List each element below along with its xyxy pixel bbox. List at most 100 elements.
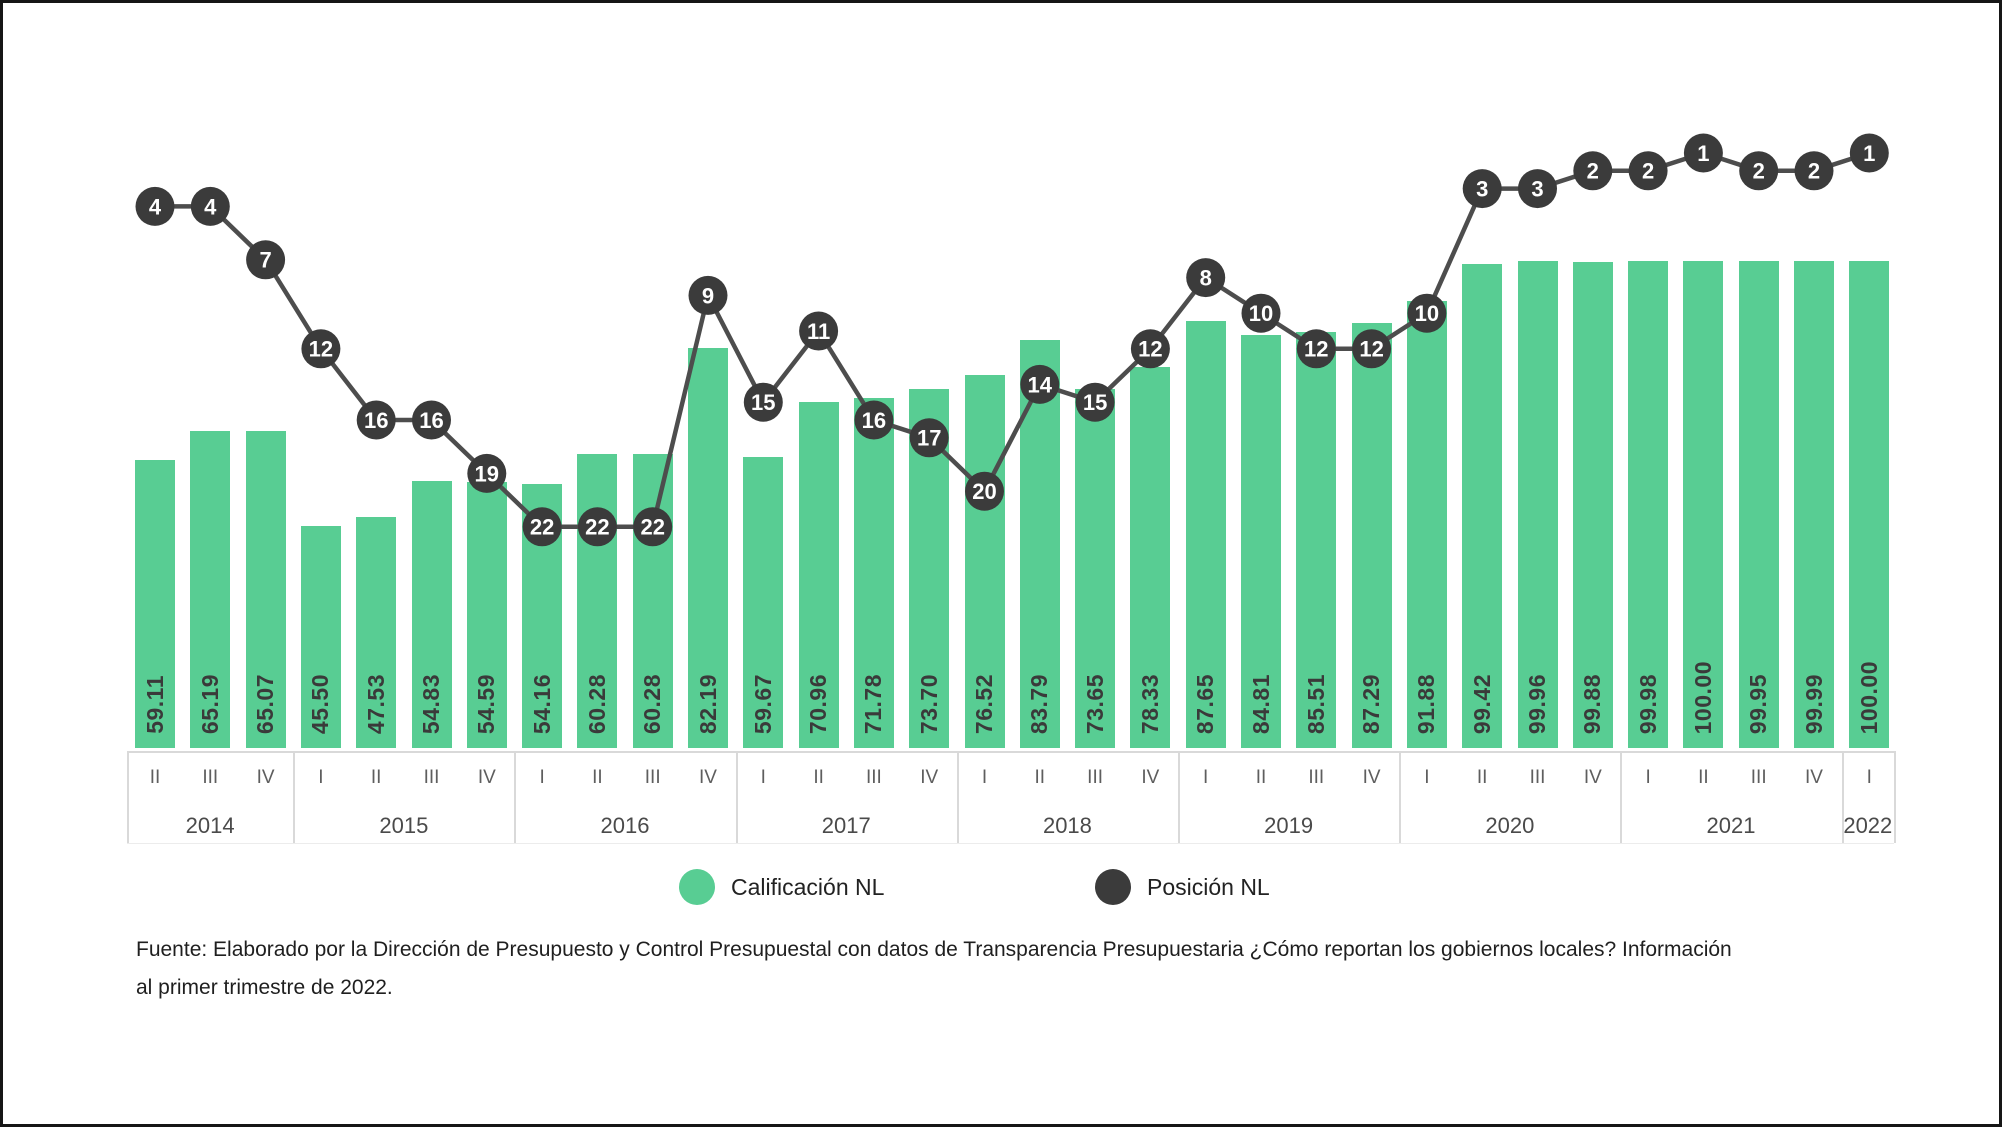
- quarter-tick-label: III: [865, 767, 882, 788]
- position-point-circle: [743, 382, 783, 422]
- position-point-value: 4: [204, 194, 217, 219]
- position-point: 8: [1186, 258, 1226, 298]
- axis-year-separator: [1894, 751, 1896, 843]
- bar-value-label: 83.79: [1026, 673, 1053, 734]
- axis-year-separator: [1620, 751, 1623, 843]
- year-label: 2014: [185, 813, 235, 838]
- position-point-circle: [799, 311, 839, 351]
- bar: 65.19: [190, 430, 231, 748]
- axis-bottom-line: [127, 843, 1894, 844]
- quarter-tick-label: III: [1087, 767, 1104, 788]
- bar: 45.50: [300, 526, 341, 748]
- bar-value-label: 60.28: [639, 673, 666, 734]
- year-label: 2021: [1706, 813, 1756, 838]
- bar-value-label: 100.00: [1855, 660, 1882, 734]
- quarter-tick-label: III: [423, 767, 440, 788]
- bar-value-label: 54.59: [473, 673, 500, 734]
- quarter-tick-label: III: [1308, 767, 1325, 788]
- bar: 59.67: [743, 457, 784, 748]
- position-point: 3: [1518, 169, 1557, 209]
- position-point: 12: [301, 329, 341, 369]
- position-point-value: 8: [1200, 266, 1212, 291]
- position-point: 16: [412, 400, 451, 440]
- year-label: 2016: [600, 813, 650, 838]
- legend-label-posicion: Posición NL: [1147, 873, 1270, 900]
- bar: 100.00: [1849, 261, 1890, 748]
- bar: 54.83: [411, 480, 452, 748]
- quarter-tick-label: I: [1645, 767, 1651, 788]
- bar-value-label: 59.67: [749, 673, 776, 734]
- bar: 82.19: [688, 347, 728, 748]
- position-point-value: 15: [751, 390, 775, 415]
- position-point-circle: [1518, 169, 1557, 209]
- position-point-value: 12: [309, 337, 333, 362]
- position-point: 1: [1683, 133, 1723, 173]
- bar-value-label: 99.99: [1800, 673, 1827, 734]
- position-point-circle: [688, 275, 728, 315]
- quarter-tick-label: II: [149, 767, 161, 788]
- quarter-tick-label: III: [1750, 767, 1767, 788]
- quarter-tick-label: IV: [256, 767, 275, 788]
- position-point-value: 4: [149, 194, 162, 219]
- bar-value-label: 78.33: [1136, 673, 1163, 734]
- source-note-line2: al primer trimestre de 2022.: [136, 976, 393, 999]
- bar-value-label: 99.95: [1745, 673, 1772, 734]
- position-point-circle: [1130, 329, 1170, 369]
- position-point-value: 3: [1476, 177, 1488, 202]
- quarter-tick-label: I: [1424, 767, 1430, 788]
- quarter-tick-label: III: [202, 767, 219, 788]
- legend-dot-dark: [1095, 869, 1131, 905]
- legend-item-posicion: Posición NL: [1095, 865, 1270, 909]
- quarter-tick-label: II: [592, 767, 603, 788]
- bar-value-label: 73.65: [1081, 673, 1108, 734]
- position-point: 7: [246, 240, 286, 280]
- position-point-value: 7: [259, 248, 271, 273]
- position-point-value: 2: [1753, 159, 1765, 184]
- year-label: 2019: [1264, 813, 1314, 838]
- bar: 71.78: [853, 398, 894, 748]
- bar: 99.96: [1517, 261, 1558, 748]
- legend-dot-green: [679, 869, 715, 905]
- quarter-tick-label: I: [981, 767, 988, 788]
- position-point: 2: [1739, 151, 1779, 191]
- bar: 91.88: [1406, 300, 1447, 748]
- year-label: 2020: [1485, 813, 1535, 838]
- quarter-tick-label: IV: [1141, 767, 1160, 788]
- bar: 78.33: [1130, 366, 1171, 748]
- bar-value-label: 99.42: [1468, 673, 1495, 734]
- bar-value-label: 47.53: [362, 673, 389, 734]
- bar: 99.98: [1628, 261, 1669, 748]
- position-point-value: 1: [1863, 141, 1875, 166]
- position-point: 10: [1241, 293, 1281, 333]
- bar-value-label: 76.52: [971, 673, 997, 734]
- bar: 47.53: [356, 516, 397, 748]
- quarter-tick-label: II: [370, 767, 382, 788]
- legend: Calificación NL Posición NL: [3, 865, 1999, 909]
- bar: 54.16: [522, 484, 563, 748]
- quarter-tick-label: I: [1866, 767, 1872, 788]
- bar-value-label: 54.16: [528, 673, 555, 734]
- position-point: 12: [1130, 329, 1170, 369]
- position-point: 9: [688, 275, 728, 315]
- position-point-circle: [1683, 133, 1723, 173]
- position-point: 1: [1849, 133, 1889, 173]
- position-point: 16: [356, 400, 396, 440]
- bar-value-label: 85.51: [1302, 673, 1329, 734]
- axis-year-separator: [293, 751, 296, 843]
- bar-value-label: 73.70: [915, 673, 942, 734]
- position-point-value: 16: [364, 408, 388, 433]
- bar: 76.52: [964, 375, 1005, 748]
- bar: 65.07: [245, 431, 286, 748]
- axis-year-separator: [956, 751, 959, 843]
- bar-value-label: 84.81: [1247, 673, 1274, 734]
- position-point: 4: [190, 186, 230, 226]
- position-point-circle: [1628, 151, 1668, 191]
- quarter-tick-label: IV: [1583, 767, 1602, 788]
- bar: 99.99: [1794, 261, 1834, 748]
- year-label: 2015: [379, 813, 429, 838]
- axis-year-separator: [514, 751, 517, 843]
- quarter-tick-label: II: [813, 767, 824, 788]
- position-point-circle: [1794, 151, 1834, 191]
- position-point: 11: [799, 311, 839, 351]
